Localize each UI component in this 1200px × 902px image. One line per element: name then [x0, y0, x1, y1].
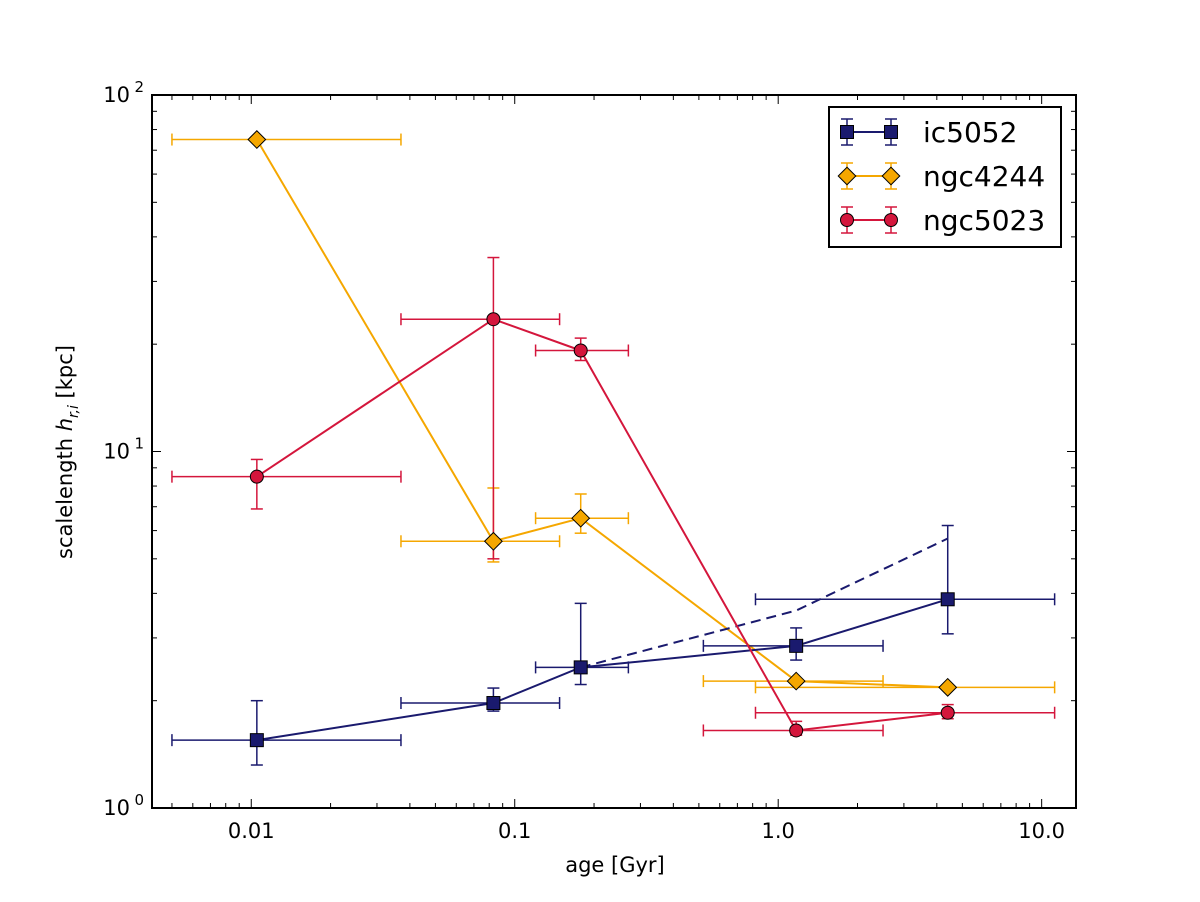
line-ic5052 — [256, 598, 949, 742]
point-ngc4244-1 — [483, 531, 503, 551]
y-tick-exponent: 1 — [134, 435, 144, 453]
legend-item-ngc4244: ngc4244 — [837, 160, 1045, 193]
plot-area — [171, 130, 1056, 766]
markers-ngc4244 — [247, 130, 958, 697]
legend-label-ngc5023: ngc5023 — [923, 204, 1045, 237]
point-ic5052-4 — [940, 592, 955, 607]
y-tick-label: 10 — [103, 440, 130, 464]
legend-item-ic5052: ic5052 — [840, 116, 1017, 149]
legend-marker-ic5052-0 — [840, 125, 854, 139]
y-tick-label: 10 — [103, 83, 130, 107]
legend-item-ngc5023: ngc5023 — [840, 204, 1045, 237]
x-tick-label: 1.0 — [761, 819, 794, 843]
legend: ic5052 ngc4244 ngc5023 — [828, 106, 1062, 248]
legend-marker-ngc5023-1 — [884, 213, 898, 227]
x-tick-label: 0.01 — [228, 819, 275, 843]
point-ngc4244-4 — [938, 677, 958, 697]
point-ngc5023-3 — [789, 723, 804, 738]
point-ngc4244-0 — [247, 130, 267, 150]
point-ngc5023-0 — [249, 469, 264, 484]
y-tick-label: 10 — [103, 796, 130, 820]
legend-label-ic5052: ic5052 — [923, 116, 1017, 149]
legend-marker-ngc5023-0 — [840, 213, 854, 227]
line-ngc5023 — [256, 318, 948, 732]
legend-label-ngc4244: ngc4244 — [923, 160, 1045, 193]
y-axis-label-subscript: r,i — [66, 405, 82, 418]
series-ic5052 — [171, 524, 1056, 766]
y-axis-label-suffix: [kpc] — [53, 345, 77, 405]
y-axis-label: scalelength hr,i [kpc] — [53, 345, 82, 559]
point-ngc4244-2 — [571, 508, 591, 528]
point-ic5052-0 — [249, 733, 264, 748]
markers-ic5052 — [249, 592, 955, 748]
x-axis-label: age [Gyr] — [565, 853, 665, 877]
x-tick-label: 10.0 — [1018, 819, 1065, 843]
y-axis-label-prefix: scalelength — [53, 431, 77, 559]
y-tick-exponent: 2 — [134, 78, 144, 96]
markers-ngc5023 — [249, 312, 955, 738]
y-tick-exponent: 0 — [134, 791, 144, 809]
point-ngc5023-2 — [573, 343, 588, 358]
point-ic5052-3 — [789, 638, 804, 653]
legend-marker-ngc4244-0 — [837, 166, 857, 186]
legend-marker-ic5052-1 — [884, 125, 898, 139]
y-axis-label-symbol: h — [53, 418, 77, 431]
point-ic5052-1 — [486, 696, 501, 711]
point-ngc5023-1 — [486, 312, 501, 327]
point-ic5052-2 — [573, 660, 588, 675]
point-ngc4244-3 — [786, 671, 806, 691]
point-ngc5023-4 — [940, 705, 955, 720]
legend-marker-ngc4244-1 — [881, 166, 901, 186]
x-tick-label: 0.1 — [498, 819, 531, 843]
